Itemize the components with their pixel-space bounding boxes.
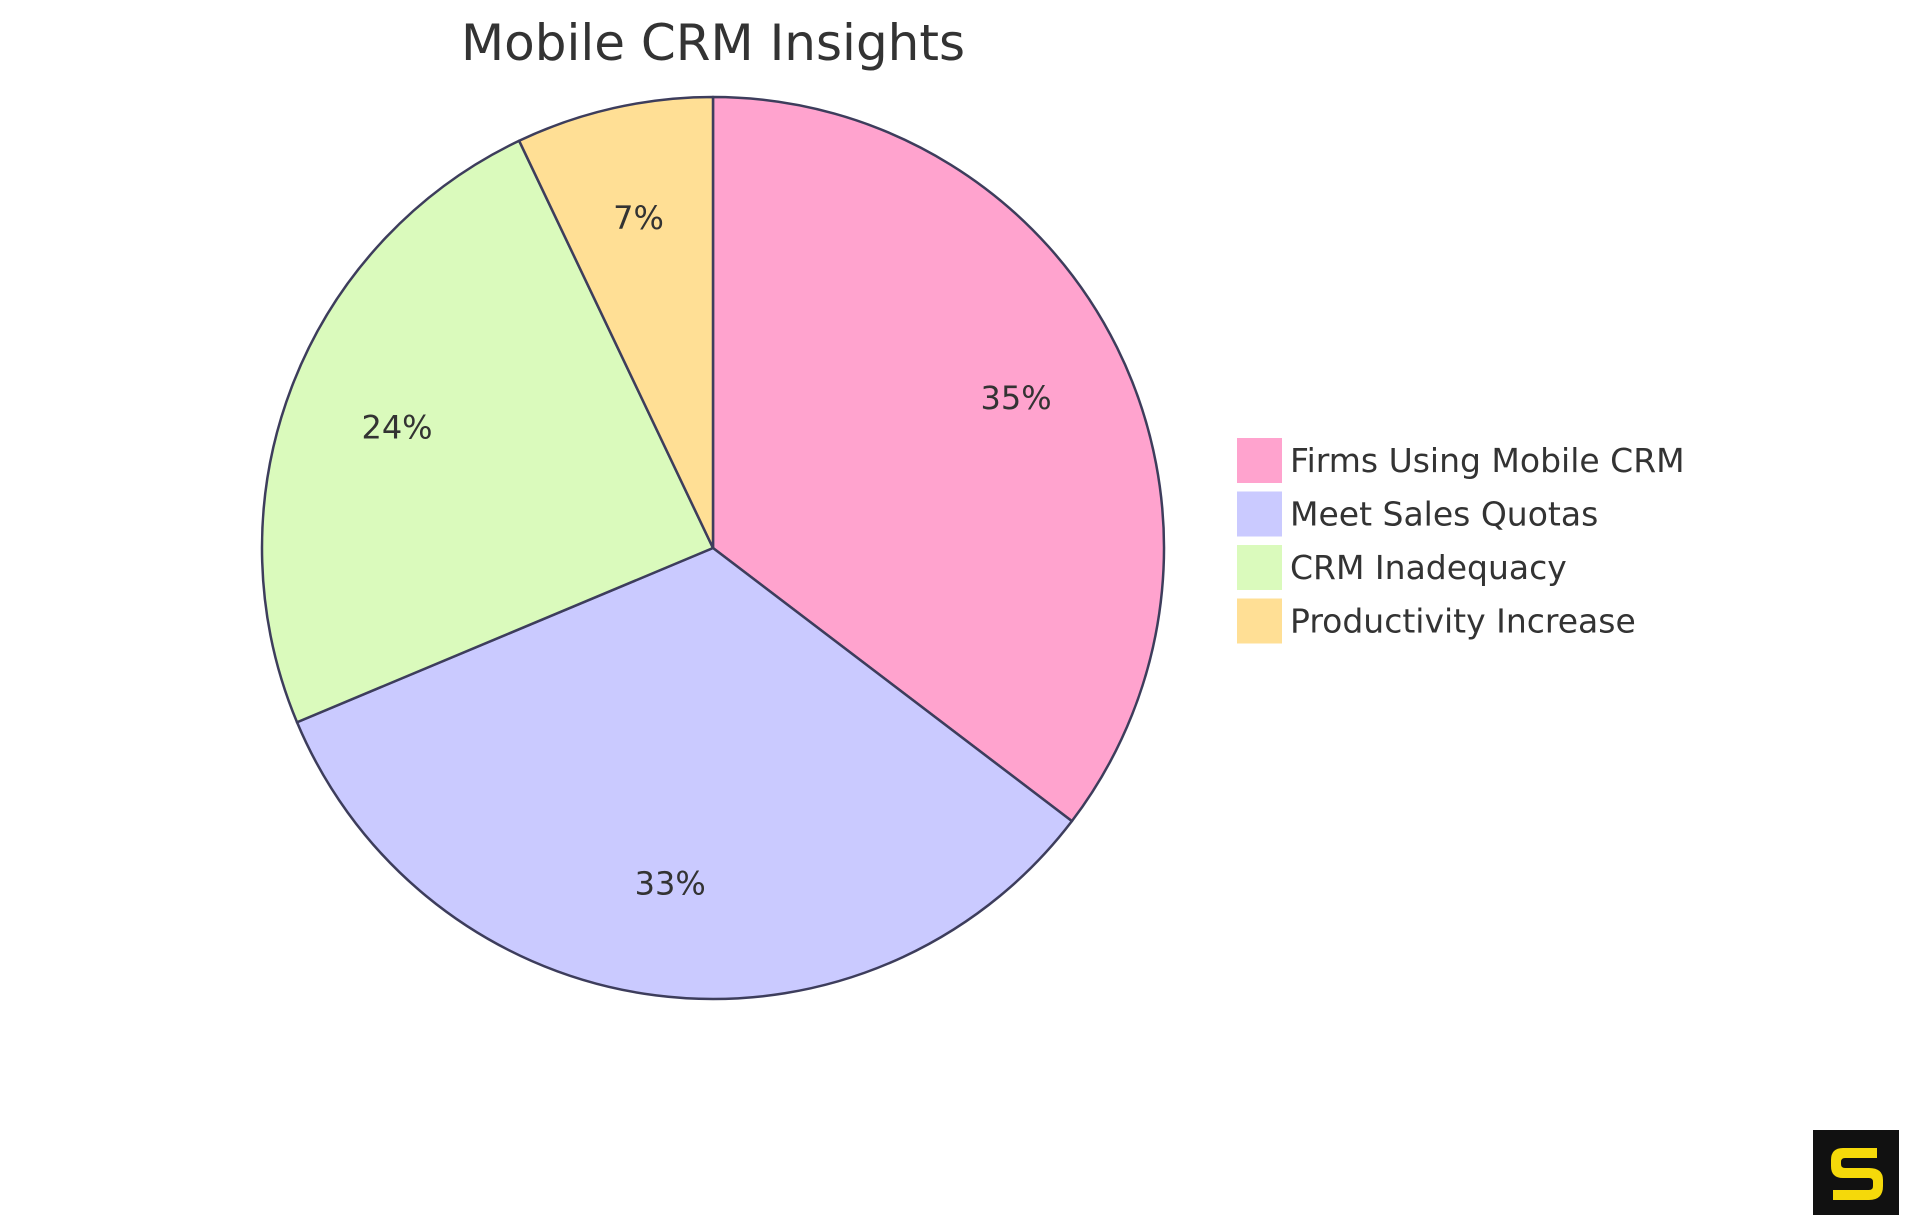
legend-swatch [1237,438,1282,483]
slice-label: 24% [361,408,432,446]
chart-title: Mobile CRM Insights [461,14,965,72]
legend-label: Productivity Increase [1290,602,1636,641]
pie-slice-crm-inadequacy [260,139,715,724]
s-logo-icon [1831,1148,1883,1200]
slice-label: 7% [613,199,664,237]
pie-slices [260,95,1166,1001]
pie-slice-labels: 35% 33% 24% 7% [361,199,1051,902]
legend-label: CRM Inadequacy [1290,548,1567,587]
slice-label: 33% [635,865,706,903]
slice-label: 35% [981,379,1052,417]
pie-slice-meet-sales-quotas [295,546,1074,1001]
legend-label: Firms Using Mobile CRM [1290,441,1685,480]
pie-slice-productivity-increase [517,95,715,550]
legend-swatch [1237,545,1282,590]
legend-swatch [1237,491,1282,537]
brand-logo [1813,1130,1899,1215]
legend-swatch [1237,598,1282,644]
legend-label: Meet Sales Quotas [1290,495,1598,534]
pie-slice-firms-using-mobile-crm [711,95,1166,823]
legend: Firms Using Mobile CRM Meet Sales Quotas C… [1237,438,1685,644]
